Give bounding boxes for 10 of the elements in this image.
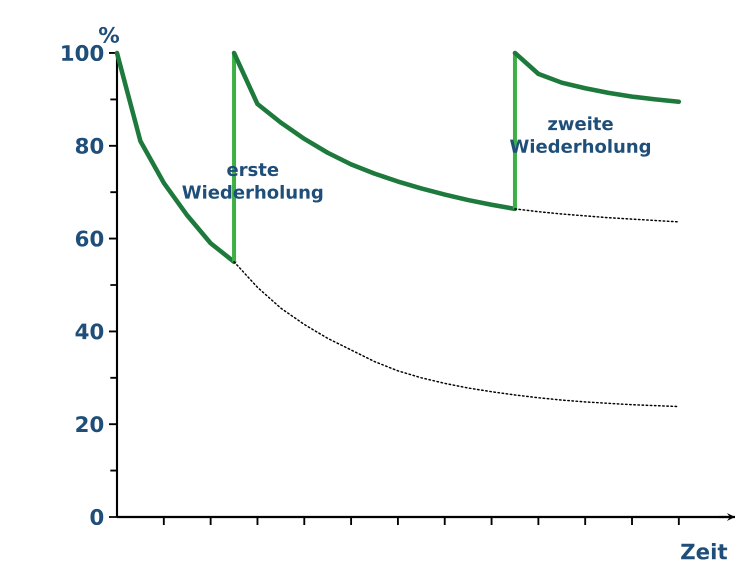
y-tick-label: 40 bbox=[76, 323, 104, 340]
y-axis-title: % bbox=[99, 26, 120, 43]
y-tick-label: 0 bbox=[90, 508, 104, 526]
y-tick-label: 100 bbox=[62, 44, 104, 62]
line-series bbox=[512, 50, 682, 104]
y-tick-label: 20 bbox=[76, 416, 104, 432]
y-tick-label: 60 bbox=[76, 230, 104, 247]
line-series bbox=[233, 261, 680, 408]
y-tick-label: 80 bbox=[76, 138, 104, 154]
x-axis-title: Zeit bbox=[681, 543, 728, 560]
